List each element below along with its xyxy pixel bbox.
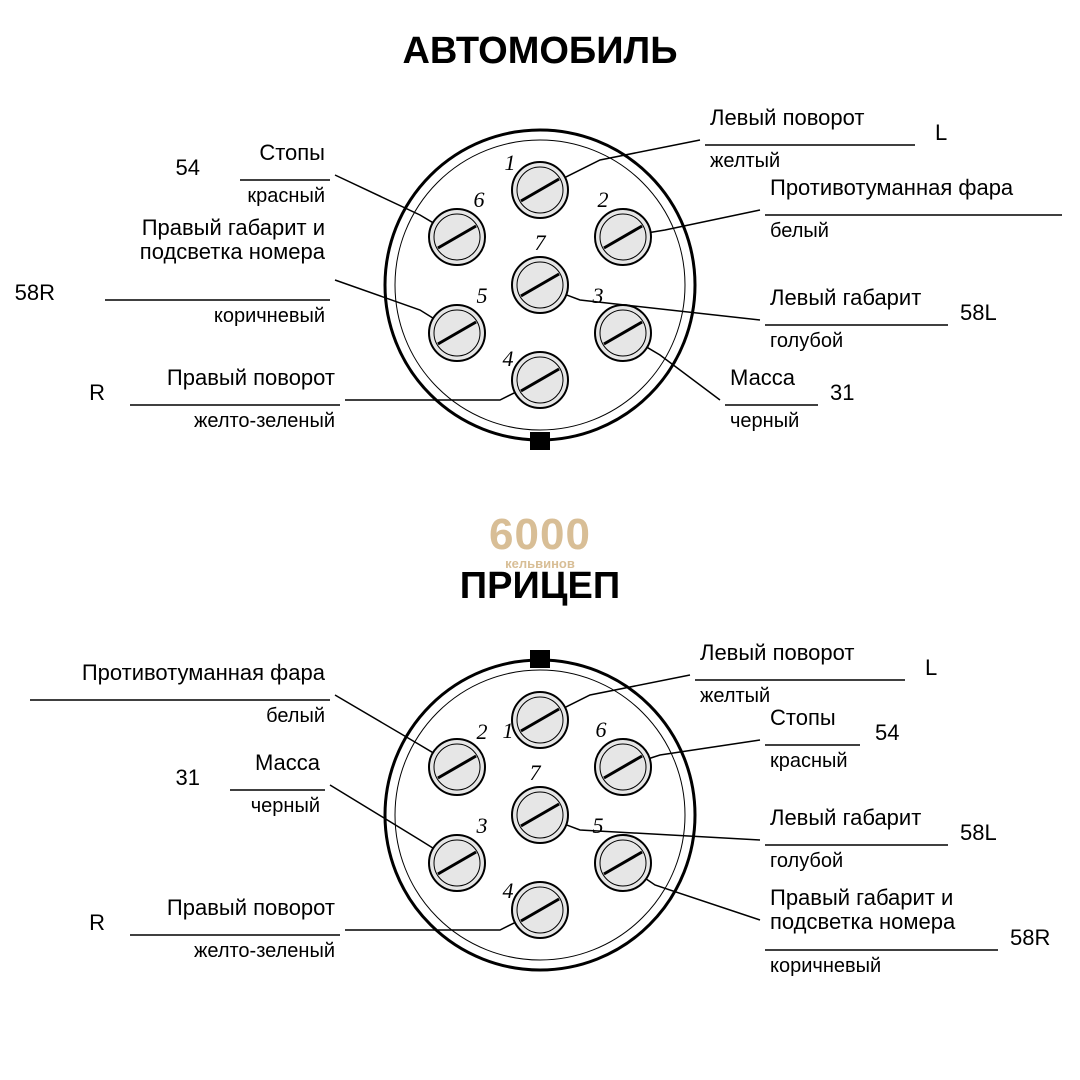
label-name: Стопы — [770, 705, 836, 730]
pin-number: 6 — [474, 187, 485, 212]
pin-number: 5 — [593, 813, 604, 838]
label-code: 58R — [15, 280, 55, 305]
pin-number: 5 — [477, 283, 488, 308]
label-color: белый — [770, 220, 829, 242]
label-color: коричневый — [214, 305, 325, 327]
pin-number: 1 — [505, 150, 516, 175]
label-color: черный — [730, 410, 799, 432]
label-name: Масса — [255, 750, 321, 775]
label-code: 58R — [1010, 925, 1050, 950]
leader-line — [646, 879, 760, 920]
label-color: желто-зеленый — [194, 940, 335, 962]
label-code: 54 — [176, 155, 200, 180]
label-color: голубой — [770, 330, 843, 352]
leader-line — [647, 347, 720, 400]
label-code: 58L — [960, 820, 997, 845]
pin-number: 4 — [503, 346, 514, 371]
pin-number: 6 — [596, 717, 607, 742]
label-name: Противотуманная фара — [82, 660, 326, 685]
label-color: черный — [251, 795, 320, 817]
leader-line — [335, 695, 433, 753]
leader-line — [565, 140, 700, 177]
label-color: белый — [266, 705, 325, 727]
label-name: Левый габарит — [770, 805, 921, 830]
label-color: голубой — [770, 850, 843, 872]
leader-line — [651, 210, 760, 232]
pin-number: 3 — [476, 813, 488, 838]
label-code: 31 — [176, 765, 200, 790]
label-name: Левый габарит — [770, 285, 921, 310]
label-name: подсветка номера — [140, 239, 326, 264]
label-code: R — [89, 380, 105, 405]
label-name: Противотуманная фара — [770, 175, 1014, 200]
label-name: Левый поворот — [700, 640, 854, 665]
label-code: L — [935, 120, 947, 145]
label-color: желтый — [710, 150, 780, 172]
label-name: Правый габарит и — [142, 215, 325, 240]
notch-vehicle — [530, 432, 550, 450]
label-code: 58L — [960, 300, 997, 325]
label-color: желтый — [700, 685, 770, 707]
label-name: Правый поворот — [167, 895, 335, 920]
label-color: коричневый — [770, 955, 881, 977]
pin-number: 4 — [503, 878, 514, 903]
label-color: красный — [770, 750, 848, 772]
pin-number: 3 — [592, 283, 604, 308]
label-name: подсветка номера — [770, 909, 956, 934]
label-code: 31 — [830, 380, 854, 405]
label-name: Правый поворот — [167, 365, 335, 390]
label-code: R — [89, 910, 105, 935]
label-name: Левый поворот — [710, 105, 864, 130]
pin-number: 7 — [530, 760, 542, 785]
label-code: 54 — [875, 720, 899, 745]
label-color: красный — [247, 185, 325, 207]
label-color: желто-зеленый — [194, 410, 335, 432]
leader-line — [330, 785, 433, 848]
label-name: Масса — [730, 365, 796, 390]
leader-line — [565, 675, 690, 707]
pin-number: 7 — [535, 230, 547, 255]
pin-number: 1 — [503, 718, 514, 743]
leader-line — [335, 175, 433, 223]
pin-number: 2 — [598, 187, 609, 212]
label-code: L — [925, 655, 937, 680]
diagram-svg: 1234567Левый поворотжелтыйLПротивотуманн… — [0, 0, 1080, 1080]
pin-number: 2 — [477, 719, 488, 744]
notch-trailer — [530, 650, 550, 668]
label-name: Стопы — [259, 140, 325, 165]
label-name: Правый габарит и — [770, 885, 953, 910]
